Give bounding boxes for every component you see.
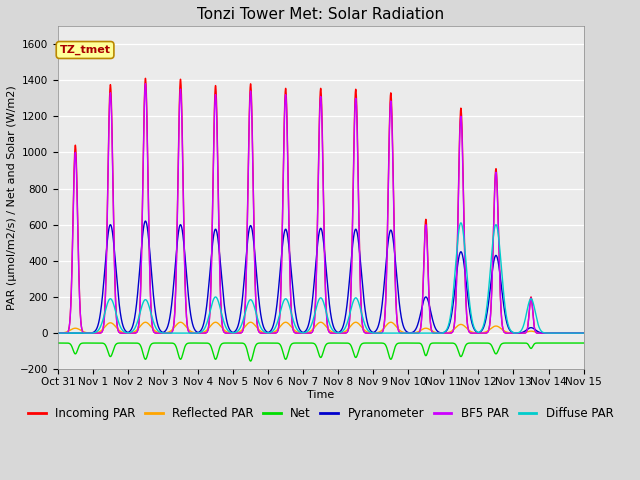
Incoming PAR — [278, 220, 286, 226]
Reflected PAR — [570, 330, 577, 336]
Incoming PAR — [513, 330, 520, 336]
Text: TZ_tmet: TZ_tmet — [60, 45, 111, 55]
Line: Net: Net — [58, 343, 584, 361]
Pyranometer — [580, 330, 588, 336]
Diffuse PAR — [54, 330, 61, 336]
Diffuse PAR — [457, 220, 465, 226]
Incoming PAR — [256, 330, 264, 336]
Pyranometer — [54, 330, 61, 336]
Net — [114, 340, 122, 346]
Incoming PAR — [145, 240, 153, 246]
Line: Reflected PAR: Reflected PAR — [58, 322, 584, 333]
Reflected PAR — [141, 319, 149, 325]
Diffuse PAR — [278, 302, 286, 308]
BF5 PAR — [278, 223, 286, 229]
Net — [570, 340, 577, 346]
Reflected PAR — [114, 326, 122, 332]
Incoming PAR — [570, 330, 577, 336]
Diffuse PAR — [513, 330, 520, 336]
BF5 PAR — [513, 330, 520, 336]
Pyranometer — [278, 243, 286, 249]
Diffuse PAR — [255, 321, 263, 327]
Line: Incoming PAR: Incoming PAR — [58, 78, 584, 333]
Net — [145, 347, 153, 352]
Reflected PAR — [580, 330, 588, 336]
BF5 PAR — [114, 326, 122, 332]
Diffuse PAR — [114, 317, 122, 323]
Reflected PAR — [278, 321, 286, 327]
Y-axis label: PAR (μmol/m2/s) / Net and Solar (W/m2): PAR (μmol/m2/s) / Net and Solar (W/m2) — [7, 85, 17, 310]
Net — [256, 340, 264, 346]
Incoming PAR — [54, 330, 61, 336]
Legend: Incoming PAR, Reflected PAR, Net, Pyranometer, BF5 PAR, Diffuse PAR: Incoming PAR, Reflected PAR, Net, Pyrano… — [23, 403, 618, 425]
BF5 PAR — [54, 330, 61, 336]
BF5 PAR — [580, 330, 588, 336]
BF5 PAR — [256, 330, 264, 336]
Reflected PAR — [256, 327, 264, 333]
X-axis label: Time: Time — [307, 390, 334, 400]
Title: Tonzi Tower Met: Solar Radiation: Tonzi Tower Met: Solar Radiation — [197, 7, 444, 22]
BF5 PAR — [570, 330, 577, 336]
Pyranometer — [256, 303, 264, 309]
Pyranometer — [145, 241, 153, 247]
BF5 PAR — [145, 242, 153, 248]
Net — [513, 340, 520, 346]
Reflected PAR — [510, 330, 518, 336]
Reflected PAR — [54, 330, 61, 336]
Line: Diffuse PAR: Diffuse PAR — [58, 223, 584, 333]
Diffuse PAR — [580, 330, 588, 336]
Net — [278, 348, 286, 353]
Pyranometer — [513, 330, 520, 336]
Incoming PAR — [114, 326, 122, 332]
BF5 PAR — [141, 81, 149, 86]
Net — [580, 340, 588, 346]
Pyranometer — [141, 218, 149, 224]
Net — [247, 358, 255, 364]
Line: Pyranometer: Pyranometer — [58, 221, 584, 333]
Net — [54, 340, 61, 346]
Pyranometer — [570, 330, 577, 336]
Line: BF5 PAR: BF5 PAR — [58, 84, 584, 333]
Reflected PAR — [513, 330, 521, 336]
Reflected PAR — [145, 322, 153, 327]
Incoming PAR — [580, 330, 588, 336]
Incoming PAR — [141, 75, 149, 81]
Diffuse PAR — [570, 330, 577, 336]
Diffuse PAR — [145, 303, 153, 309]
Pyranometer — [114, 288, 122, 293]
